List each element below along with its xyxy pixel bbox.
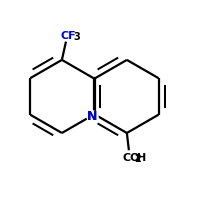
Text: 2: 2 (133, 154, 140, 163)
Text: N: N (86, 110, 97, 123)
Text: 3: 3 (73, 32, 79, 42)
Text: CF: CF (61, 31, 76, 41)
Text: H: H (137, 152, 146, 162)
Text: CO: CO (122, 153, 140, 162)
Text: N: N (86, 110, 97, 123)
